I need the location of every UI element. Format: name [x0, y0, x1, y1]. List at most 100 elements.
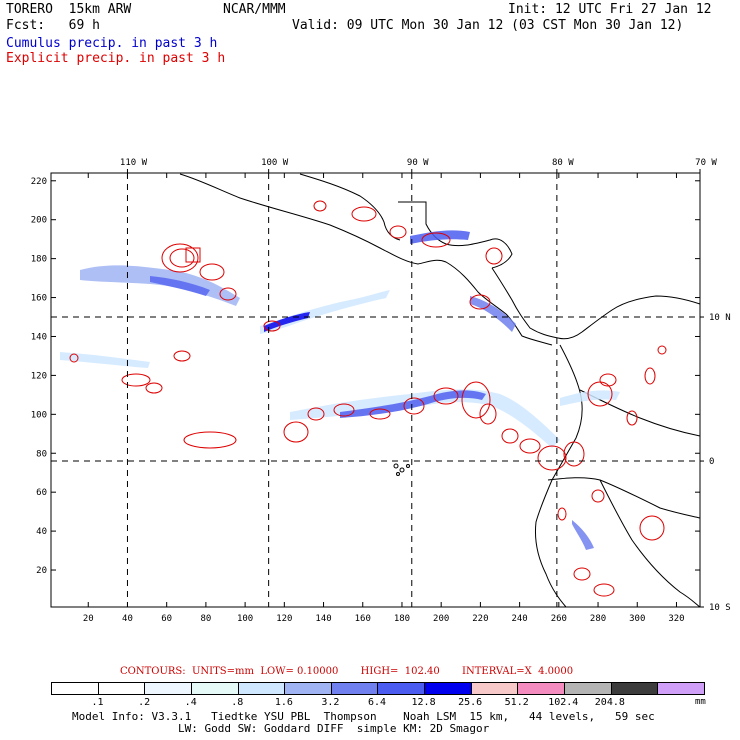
x-axis-ticks: 20 40 60 80 100 120 140 160 180 200 220 240 260 280 30…	[83, 173, 685, 624]
y-tick-label: 100	[31, 410, 47, 420]
precip-contour	[485, 247, 503, 265]
x-tick-label: 200	[433, 614, 449, 624]
legend-label: 1.6	[274, 697, 293, 708]
precip-contour	[199, 263, 225, 281]
precip-contour	[333, 403, 355, 417]
precip-area	[150, 276, 210, 296]
x-tick-label: 240	[511, 614, 527, 624]
x-tick-label: 140	[315, 614, 331, 624]
precip-contour	[185, 247, 201, 263]
precip-contour	[183, 431, 237, 449]
x-tick-label: 180	[394, 614, 410, 624]
y-tick-label: 120	[31, 371, 47, 381]
gulf-coastline	[299, 173, 401, 241]
precip-contour	[599, 373, 617, 387]
x-tick-label: 260	[551, 614, 567, 624]
precip-contour	[351, 206, 377, 222]
lat-label: 0	[709, 457, 714, 467]
contour-units: CONTOURS: UNITS=mm LOW= 0.10000	[120, 666, 339, 677]
legend-swatch	[238, 683, 286, 694]
precip-contour	[501, 428, 519, 444]
lat-label: 10 S	[709, 603, 731, 613]
legend-label: 102.4	[548, 697, 579, 708]
model-info: Model Info: V3.3.1 Tiedtke YSU PBL Thomp…	[72, 711, 655, 735]
legend-swatch	[565, 683, 612, 694]
x-tick-label: 20	[83, 614, 94, 624]
precip-contour	[563, 441, 585, 467]
precip-contour	[591, 489, 605, 503]
precip-area	[80, 265, 240, 306]
legend-label: 51.2	[504, 697, 529, 708]
precip-contour	[557, 507, 567, 521]
x-tick-label: 40	[122, 614, 133, 624]
x-tick-label: 60	[161, 614, 172, 624]
x-tick-label: 220	[472, 614, 488, 624]
lon-label: 110 W	[120, 158, 148, 168]
contour-info: CONTOURS: UNITS=mm LOW= 0.10000 HIGH= 10…	[120, 666, 573, 677]
precip-area	[340, 390, 486, 418]
forecast-hour: Fcst: 69 h	[6, 18, 100, 33]
precip-contour	[479, 403, 497, 425]
x-tick-label: 320	[668, 614, 684, 624]
lon-label: 70 W	[695, 158, 717, 168]
precip-contour	[69, 353, 79, 363]
legend-label: .4	[184, 697, 197, 708]
precip-contour	[173, 350, 191, 362]
lat-label: 10 N	[709, 313, 731, 323]
model-info-line1: Model Info: V3.3.1 Tiedtke YSU PBL Thomp…	[72, 710, 655, 723]
precip-area	[260, 290, 390, 334]
y-tick-label: 40	[36, 527, 47, 537]
model-info-line2: LW: Godd SW: Goddard DIFF simple KM: 2D …	[72, 722, 490, 735]
precip-contour	[469, 294, 491, 310]
legend-label: .8	[231, 697, 244, 708]
lon-label: 90 W	[407, 158, 429, 168]
precip-contour	[389, 225, 407, 239]
longitude-labels: 110 W 100 W 90 W 80 W 70 W	[120, 158, 717, 173]
legend-swatch	[285, 683, 332, 694]
y-tick-label: 140	[31, 332, 47, 342]
precip-contour	[145, 382, 163, 394]
precip-area	[560, 390, 620, 406]
legend-label: .2	[138, 697, 151, 708]
country-border-ecuador	[547, 477, 701, 519]
precip-contour	[121, 373, 151, 387]
central-america-coastline	[491, 267, 701, 340]
contour-interval: INTERVAL=X 4.0000	[462, 666, 574, 677]
precip-contour	[263, 320, 281, 332]
legend-swatch	[145, 683, 192, 694]
legend-swatch	[98, 683, 146, 694]
legend-label: 25.6	[458, 697, 483, 708]
precip-contour	[593, 583, 615, 597]
organization-label: NCAR/MMM	[223, 2, 286, 17]
latitude-labels: 10 N 0 10 S	[700, 313, 731, 613]
legend-swatch	[191, 683, 239, 694]
legend-label: 3.2	[321, 697, 340, 708]
legend-label: .1	[91, 697, 104, 708]
galapagos-island	[396, 472, 400, 476]
precip-legend-bar	[51, 682, 705, 695]
model-title: TORERO 15km ARW	[6, 2, 132, 17]
precip-area	[572, 520, 594, 550]
explicit-precip-contours	[69, 200, 667, 597]
precip-contour	[573, 567, 591, 581]
precip-contour	[283, 421, 309, 443]
legend-swatch	[331, 683, 379, 694]
legend-label: 6.4	[367, 697, 387, 708]
legend-swatch	[518, 683, 566, 694]
x-tick-label: 160	[355, 614, 371, 624]
map-frame	[50, 172, 701, 608]
contour-high: HIGH= 102.40	[360, 666, 440, 677]
y-tick-label: 200	[31, 216, 47, 226]
precip-area	[470, 296, 516, 332]
legend-swatch	[425, 683, 472, 694]
lon-label: 100 W	[261, 158, 289, 168]
precip-contour	[626, 410, 638, 426]
precip-contour	[421, 232, 451, 248]
y-tick-label: 180	[31, 255, 47, 265]
precip-contour	[519, 438, 541, 454]
precip-contour	[639, 515, 665, 541]
cumulus-precip-shading	[60, 230, 620, 550]
precip-contour	[537, 445, 567, 471]
init-time: Init: 12 UTC Fri 27 Jan 12	[508, 2, 712, 17]
